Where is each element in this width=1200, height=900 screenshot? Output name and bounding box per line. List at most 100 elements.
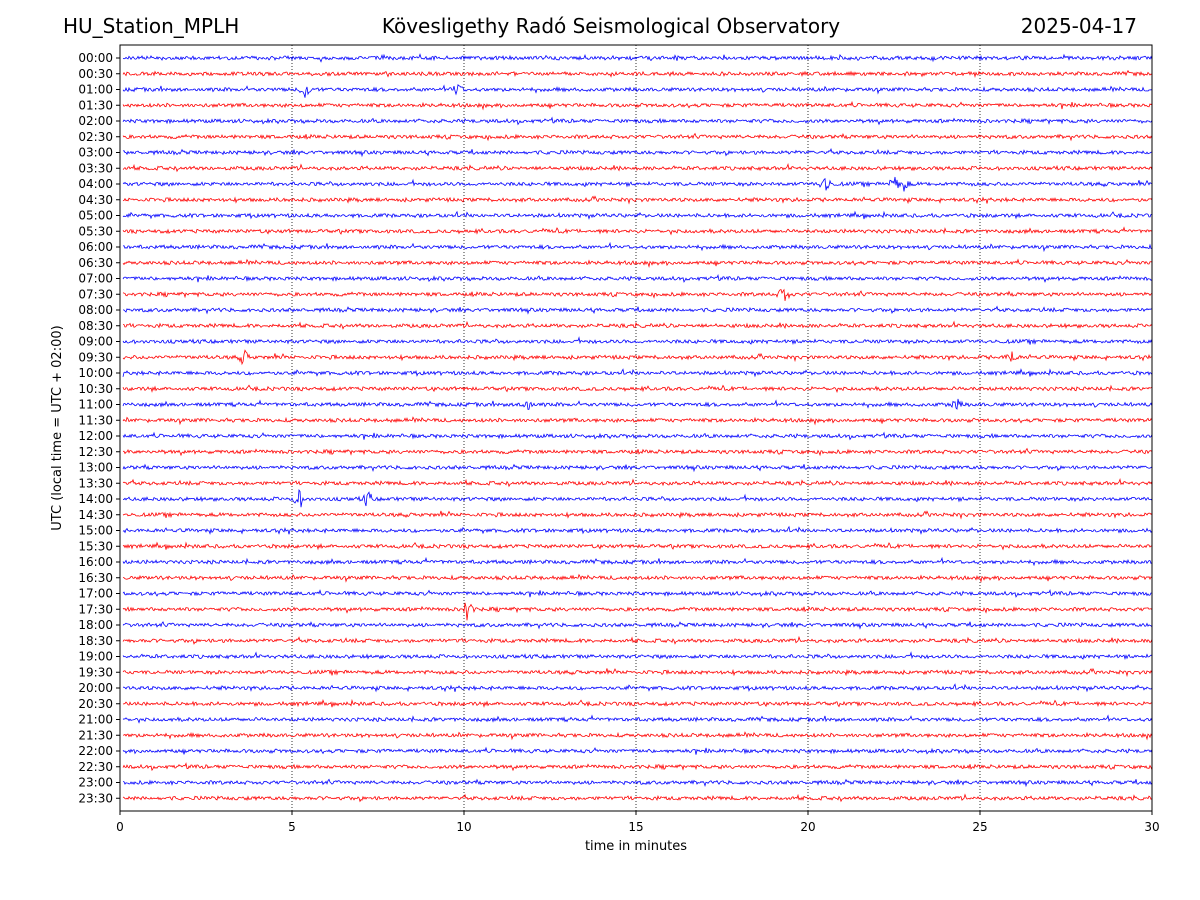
trace-0100 xyxy=(122,83,1153,98)
y-tick-label: 20:30 xyxy=(78,697,113,711)
trace-0900 xyxy=(122,336,1153,345)
y-tick-label: 01:00 xyxy=(78,83,113,97)
trace-1700 xyxy=(122,588,1153,598)
y-tick-label: 08:00 xyxy=(78,303,113,317)
y-tick-label: 23:30 xyxy=(78,791,113,805)
y-tick-label: 11:00 xyxy=(78,398,113,412)
trace-0530 xyxy=(122,226,1153,236)
trace-1500 xyxy=(122,525,1153,535)
trace-1630 xyxy=(122,573,1153,584)
x-axis-ticks: 0 5 10 15 20 25 30 xyxy=(116,811,1160,834)
y-tick-label: 12:30 xyxy=(78,445,113,459)
y-tick-label: 10:30 xyxy=(78,382,113,396)
x-tick-label: 25 xyxy=(972,820,987,834)
seismic-traces xyxy=(122,53,1153,803)
x-tick-label: 5 xyxy=(288,820,296,834)
y-tick-label: 00:00 xyxy=(78,51,113,65)
y-tick-label: 16:30 xyxy=(78,571,113,585)
x-tick-label: 15 xyxy=(628,820,643,834)
trace-1600 xyxy=(122,556,1153,567)
y-tick-label: 02:00 xyxy=(78,114,113,128)
trace-0030 xyxy=(122,69,1153,78)
trace-1000 xyxy=(122,368,1153,378)
trace-0400 xyxy=(122,176,1153,192)
trace-0230 xyxy=(122,132,1153,142)
y-tick-label: 06:00 xyxy=(78,240,113,254)
trace-2230 xyxy=(122,762,1153,772)
trace-0000 xyxy=(122,53,1153,63)
x-tick-label: 0 xyxy=(116,820,124,834)
trace-1430 xyxy=(122,510,1153,520)
trace-0430 xyxy=(122,195,1153,205)
trace-1030 xyxy=(122,384,1153,394)
y-tick-label: 09:30 xyxy=(78,350,113,364)
y-tick-label: 15:30 xyxy=(78,539,113,553)
y-tick-label: 14:00 xyxy=(78,492,113,506)
trace-0330 xyxy=(122,162,1153,173)
trace-1800 xyxy=(122,621,1153,630)
y-tick-label: 17:30 xyxy=(78,602,113,616)
y-tick-label: 05:30 xyxy=(78,224,113,238)
y-tick-label: 15:00 xyxy=(78,524,113,538)
y-tick-label: 02:30 xyxy=(78,130,113,144)
y-tick-label: 13:00 xyxy=(78,461,113,475)
vertical-grid xyxy=(291,45,981,811)
trace-1300 xyxy=(122,463,1153,473)
y-tick-label: 13:30 xyxy=(78,476,113,490)
trace-1930 xyxy=(122,667,1153,678)
trace-0930 xyxy=(122,349,1153,366)
trace-0600 xyxy=(122,241,1152,253)
chart-title: Kövesligethy Radó Seismological Observat… xyxy=(381,14,841,38)
x-axis-label: time in minutes xyxy=(585,839,687,854)
y-tick-label: 11:30 xyxy=(78,413,113,427)
trace-1230 xyxy=(122,447,1153,457)
y-tick-label: 18:00 xyxy=(78,618,113,632)
trace-1100 xyxy=(122,398,1153,410)
trace-0800 xyxy=(122,305,1153,315)
trace-1330 xyxy=(122,477,1153,488)
trace-2300 xyxy=(122,778,1153,788)
y-tick-label: 10:00 xyxy=(78,366,113,380)
trace-1400 xyxy=(122,489,1153,508)
y-tick-label: 00:30 xyxy=(78,67,113,81)
y-tick-label: 03:00 xyxy=(78,146,113,160)
trace-2000 xyxy=(123,683,1153,693)
x-tick-label: 20 xyxy=(800,820,815,834)
trace-2030 xyxy=(122,698,1153,708)
y-tick-label: 08:30 xyxy=(78,319,113,333)
trace-1830 xyxy=(122,635,1153,645)
trace-0300 xyxy=(122,147,1153,158)
y-tick-label: 04:30 xyxy=(78,193,113,207)
y-tick-label: 21:00 xyxy=(78,713,113,727)
trace-1530 xyxy=(122,541,1153,551)
trace-2330 xyxy=(122,793,1153,803)
y-tick-label: 19:00 xyxy=(78,650,113,664)
y-tick-label: 22:30 xyxy=(78,760,113,774)
trace-1730 xyxy=(122,602,1153,621)
y-tick-label: 14:30 xyxy=(78,508,113,522)
y-tick-label: 16:00 xyxy=(78,555,113,569)
trace-1130 xyxy=(122,416,1153,426)
y-tick-label: 21:30 xyxy=(78,728,113,742)
trace-1900 xyxy=(122,651,1153,660)
y-axis-label: UTC (local time = UTC + 02:00) xyxy=(50,325,65,530)
trace-0830 xyxy=(123,320,1153,330)
y-tick-label: 18:30 xyxy=(78,634,113,648)
station-name: HU_Station_MPLH xyxy=(63,14,240,38)
y-tick-label: 09:00 xyxy=(78,335,113,349)
y-tick-label: 03:30 xyxy=(78,161,113,175)
y-tick-label: 07:00 xyxy=(78,272,113,286)
trace-0500 xyxy=(122,210,1153,220)
trace-0630 xyxy=(122,258,1152,269)
trace-1200 xyxy=(122,431,1153,441)
trace-0700 xyxy=(122,273,1153,283)
y-tick-label: 07:30 xyxy=(78,287,113,301)
y-tick-label: 19:30 xyxy=(78,665,113,679)
chart-date: 2025-04-17 xyxy=(1020,14,1137,38)
y-tick-label: 06:30 xyxy=(78,256,113,270)
trace-2130 xyxy=(122,731,1153,741)
trace-0130 xyxy=(122,100,1153,111)
y-tick-label: 22:00 xyxy=(78,744,113,758)
